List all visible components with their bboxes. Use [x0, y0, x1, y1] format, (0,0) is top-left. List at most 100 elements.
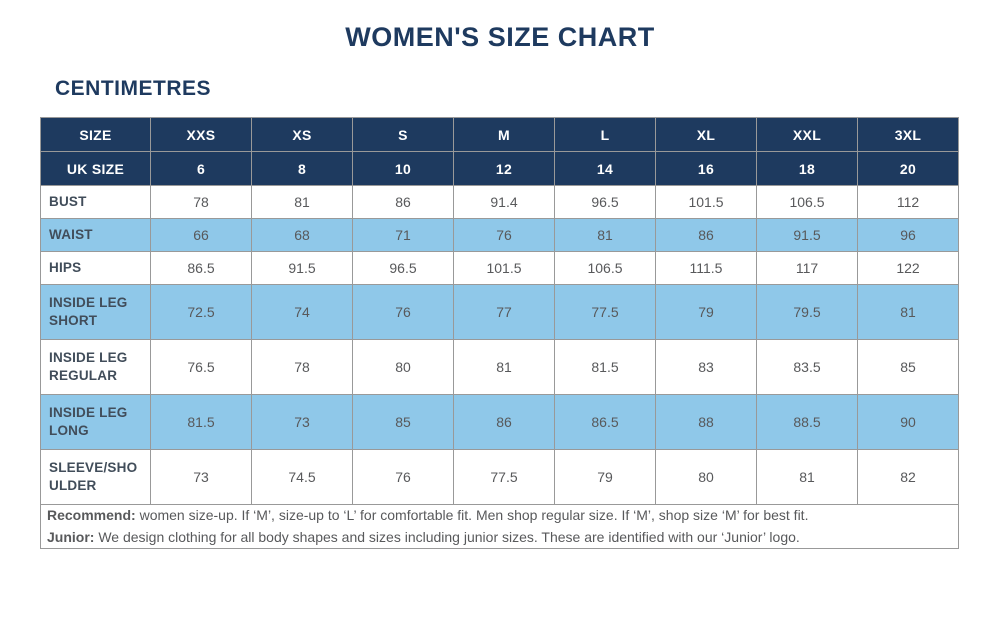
measurement-cell: 91.5	[756, 218, 858, 252]
measurement-cell: 86.5	[150, 251, 252, 285]
header-size-cell-8: 3XL	[857, 117, 959, 152]
header-uk-size-cell-8: 20	[857, 151, 959, 186]
footnote-cell: Recommend: women size-up. If ‘M’, size-u…	[40, 503, 959, 550]
measurement-cell: 111.5	[655, 251, 757, 285]
measurement-cell: 81	[251, 185, 353, 219]
table-row: INSIDE LEG REGULAR 76.5 78 80 81 81.5 83 83.5 85	[40, 339, 959, 395]
measurement-cell: 101.5	[655, 185, 757, 219]
header-row-size: SIZE XXS XS S M L XL XXL 3XL	[40, 117, 959, 152]
header-size-cell-7: XXL	[756, 117, 858, 152]
header-size-cell-2: XS	[251, 117, 353, 152]
measurement-cell: 88.5	[756, 394, 858, 450]
measurement-cell: 77.5	[554, 284, 656, 340]
header-size-cell-5: L	[554, 117, 656, 152]
measurement-cell: 71	[352, 218, 454, 252]
measurement-cell: 73	[251, 394, 353, 450]
unit-label: CENTIMETRES	[55, 77, 212, 100]
header-size-cell-6: XL	[655, 117, 757, 152]
womens-size-chart-table: SIZE XXS XS S M L XL XXL 3XL UK SIZE 6 8 10 12 14 16 18…	[40, 117, 959, 550]
measurement-cell: 96.5	[352, 251, 454, 285]
table-row: INSIDE LEG LONG 81.5 73 85 86 86.5 88 88.5 90	[40, 394, 959, 450]
measurement-cell: 81	[857, 284, 959, 340]
header-uk-size-cell-7: 18	[756, 151, 858, 186]
measurement-cell: 85	[857, 339, 959, 395]
header-uk-size-cell-0: UK SIZE	[40, 151, 151, 186]
measurement-cell: 86	[352, 185, 454, 219]
header-size-cell-1: XXS	[150, 117, 252, 152]
measurement-cell: 91.5	[251, 251, 353, 285]
measurement-cell: 76.5	[150, 339, 252, 395]
row-label: HIPS	[40, 251, 151, 285]
measurement-cell: 88	[655, 394, 757, 450]
measurement-cell: 74.5	[251, 449, 353, 505]
row-label: WAIST	[40, 218, 151, 252]
table-body: BUST 78 81 86 91.4 96.5 101.5 106.5 112 WAIST 66 68…	[40, 185, 959, 505]
header-uk-size-cell-2: 8	[251, 151, 353, 186]
measurement-cell: 81.5	[150, 394, 252, 450]
measurement-cell: 74	[251, 284, 353, 340]
measurement-cell: 76	[453, 218, 555, 252]
measurement-cell: 79	[554, 449, 656, 505]
measurement-cell: 106.5	[756, 185, 858, 219]
table-footer: Recommend: women size-up. If ‘M’, size-u…	[40, 503, 959, 550]
measurement-cell: 81.5	[554, 339, 656, 395]
header-uk-size-cell-4: 12	[453, 151, 555, 186]
header-size-cell-4: M	[453, 117, 555, 152]
measurement-cell: 91.4	[453, 185, 555, 219]
table-row: SLEEVE/SHOULDER 73 74.5 76 77.5 79 80 81 82	[40, 449, 959, 505]
measurement-cell: 81	[453, 339, 555, 395]
header-uk-size-cell-1: 6	[150, 151, 252, 186]
measurement-cell: 68	[251, 218, 353, 252]
header-uk-size-cell-3: 10	[352, 151, 454, 186]
row-label: SLEEVE/SHOULDER	[40, 449, 151, 505]
measurement-cell: 117	[756, 251, 858, 285]
measurement-cell: 77	[453, 284, 555, 340]
header-uk-size-cell-6: 16	[655, 151, 757, 186]
measurement-cell: 79.5	[756, 284, 858, 340]
measurement-cell: 122	[857, 251, 959, 285]
measurement-cell: 83.5	[756, 339, 858, 395]
measurement-cell: 81	[756, 449, 858, 505]
measurement-cell: 82	[857, 449, 959, 505]
header-uk-size-cell-5: 14	[554, 151, 656, 186]
row-label: INSIDE LEG SHORT	[40, 284, 151, 340]
measurement-cell: 78	[150, 185, 252, 219]
measurement-cell: 76	[352, 284, 454, 340]
table-row: BUST 78 81 86 91.4 96.5 101.5 106.5 112	[40, 185, 959, 219]
row-label: INSIDE LEG LONG	[40, 394, 151, 450]
table-row: WAIST 66 68 71 76 81 86 91.5 96	[40, 218, 959, 252]
measurement-cell: 81	[554, 218, 656, 252]
header-size-cell-0: SIZE	[40, 117, 151, 152]
measurement-cell: 73	[150, 449, 252, 505]
measurement-cell: 112	[857, 185, 959, 219]
row-label: BUST	[40, 185, 151, 219]
measurement-cell: 83	[655, 339, 757, 395]
measurement-cell: 101.5	[453, 251, 555, 285]
measurement-cell: 80	[655, 449, 757, 505]
header-size-cell-3: S	[352, 117, 454, 152]
measurement-cell: 96.5	[554, 185, 656, 219]
measurement-cell: 96	[857, 218, 959, 252]
footnote-line: Recommend: women size-up. If ‘M’, size-u…	[47, 507, 809, 523]
measurement-cell: 106.5	[554, 251, 656, 285]
measurement-cell: 80	[352, 339, 454, 395]
measurement-cell: 77.5	[453, 449, 555, 505]
measurement-cell: 86	[453, 394, 555, 450]
measurement-cell: 79	[655, 284, 757, 340]
table-row: INSIDE LEG SHORT 72.5 74 76 77 77.5 79 79.5 81	[40, 284, 959, 340]
table-row: HIPS 86.5 91.5 96.5 101.5 106.5 111.5 117 122	[40, 251, 959, 285]
footnote-row: Recommend: women size-up. If ‘M’, size-u…	[40, 503, 959, 550]
row-label: INSIDE LEG REGULAR	[40, 339, 151, 395]
table-header: SIZE XXS XS S M L XL XXL 3XL UK SIZE 6 8 10 12 14 16 18…	[40, 117, 959, 186]
footnote-line: Junior: We design clothing for all body …	[47, 528, 800, 545]
measurement-cell: 86.5	[554, 394, 656, 450]
measurement-cell: 66	[150, 218, 252, 252]
measurement-cell: 78	[251, 339, 353, 395]
page-title: WOMEN'S SIZE CHART	[345, 22, 655, 52]
measurement-cell: 90	[857, 394, 959, 450]
measurement-cell: 72.5	[150, 284, 252, 340]
measurement-cell: 76	[352, 449, 454, 505]
header-row-uk-size: UK SIZE 6 8 10 12 14 16 18 20	[40, 151, 959, 186]
measurement-cell: 86	[655, 218, 757, 252]
